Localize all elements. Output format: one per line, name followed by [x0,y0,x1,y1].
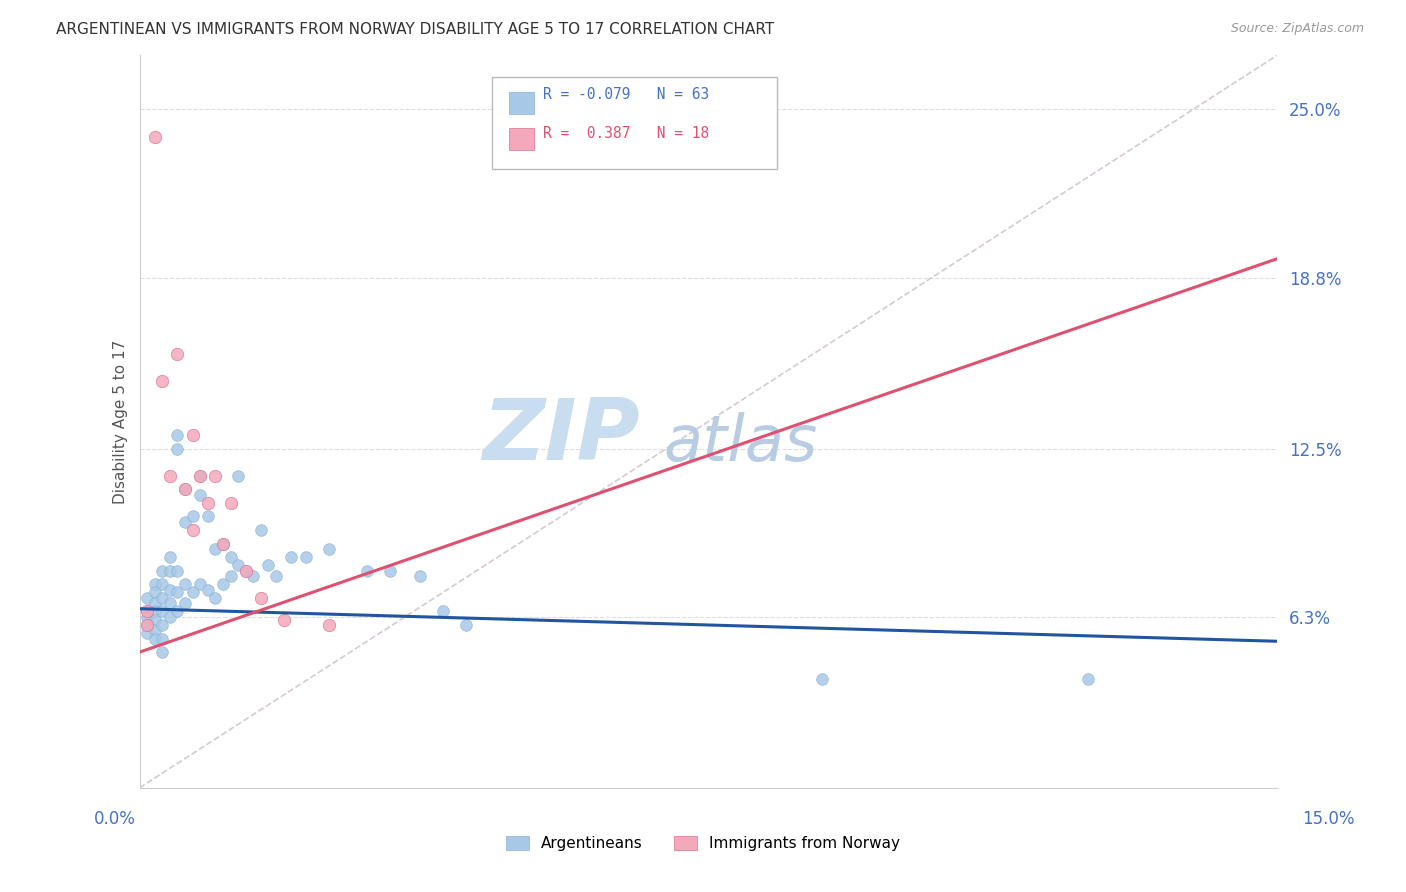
Point [219,550,242,565]
Point [143,596,166,610]
Point [235,564,257,578]
Point [166,428,188,442]
Point [219,496,242,510]
Point [159,550,181,565]
Point [204,541,226,556]
Point [250,523,273,537]
Point [159,610,181,624]
Point [318,618,340,632]
Point [204,591,226,605]
Point [143,632,166,646]
Point [166,346,188,360]
Point [136,604,159,618]
Point [226,558,249,573]
Point [166,442,188,456]
Point [356,564,378,578]
Point [188,577,211,591]
Point [150,577,173,591]
Point [295,550,318,565]
Point [235,564,257,578]
Point [219,569,242,583]
FancyBboxPatch shape [509,92,534,114]
FancyBboxPatch shape [509,128,534,151]
Text: ZIP: ZIP [482,394,640,477]
Point [166,564,188,578]
Point [143,585,166,599]
Point [250,591,273,605]
Point [188,488,211,502]
Point [136,618,159,632]
Point [150,645,173,659]
Text: 0.0%: 0.0% [94,810,136,828]
Point [150,618,173,632]
Point [143,577,166,591]
Point [409,569,432,583]
Point [212,536,235,550]
Point [159,596,181,610]
Point [143,604,166,618]
Point [197,582,219,597]
Text: atlas: atlas [664,412,817,475]
Point [136,626,159,640]
Point [174,577,197,591]
Point [1077,672,1099,686]
Point [166,604,188,618]
Text: Source: ZipAtlas.com: Source: ZipAtlas.com [1230,22,1364,36]
Y-axis label: Disability Age 5 to 17: Disability Age 5 to 17 [114,339,128,504]
Point [280,550,302,565]
Point [204,468,226,483]
Point [378,564,401,578]
Point [212,536,235,550]
Point [181,428,204,442]
Point [188,468,211,483]
Point [150,591,173,605]
Point [150,632,173,646]
Point [197,496,219,510]
Point [257,558,280,573]
Point [197,509,219,524]
Point [188,468,211,483]
Point [136,591,159,605]
Point [136,604,159,618]
Point [811,672,834,686]
Point [143,129,166,144]
Point [136,610,159,624]
Text: ARGENTINEAN VS IMMIGRANTS FROM NORWAY DISABILITY AGE 5 TO 17 CORRELATION CHART: ARGENTINEAN VS IMMIGRANTS FROM NORWAY DI… [56,22,775,37]
Legend: Argentineans, Immigrants from Norway: Argentineans, Immigrants from Norway [501,830,905,857]
Point [174,483,197,497]
Point [150,564,173,578]
Point [181,585,204,599]
Point [242,569,264,583]
Point [432,604,454,618]
FancyBboxPatch shape [492,77,776,169]
Point [174,515,197,529]
Point [454,618,477,632]
Text: 15.0%: 15.0% [1302,810,1355,828]
Point [181,523,204,537]
Point [150,604,173,618]
Point [174,483,197,497]
Text: R =  0.387   N = 18: R = 0.387 N = 18 [544,126,710,141]
Point [150,374,173,388]
Point [212,577,235,591]
Point [159,468,181,483]
Text: R = -0.079   N = 63: R = -0.079 N = 63 [544,87,710,102]
Point [264,569,287,583]
Point [273,613,295,627]
Point [181,509,204,524]
Point [143,624,166,638]
Point [174,596,197,610]
Point [159,564,181,578]
Point [226,468,249,483]
Point [318,541,340,556]
Point [166,585,188,599]
Point [136,618,159,632]
Point [159,582,181,597]
Point [143,613,166,627]
